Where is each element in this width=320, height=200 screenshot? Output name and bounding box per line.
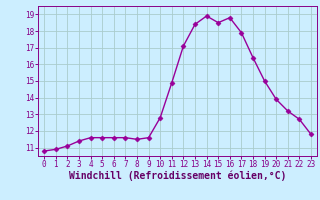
- X-axis label: Windchill (Refroidissement éolien,°C): Windchill (Refroidissement éolien,°C): [69, 171, 286, 181]
